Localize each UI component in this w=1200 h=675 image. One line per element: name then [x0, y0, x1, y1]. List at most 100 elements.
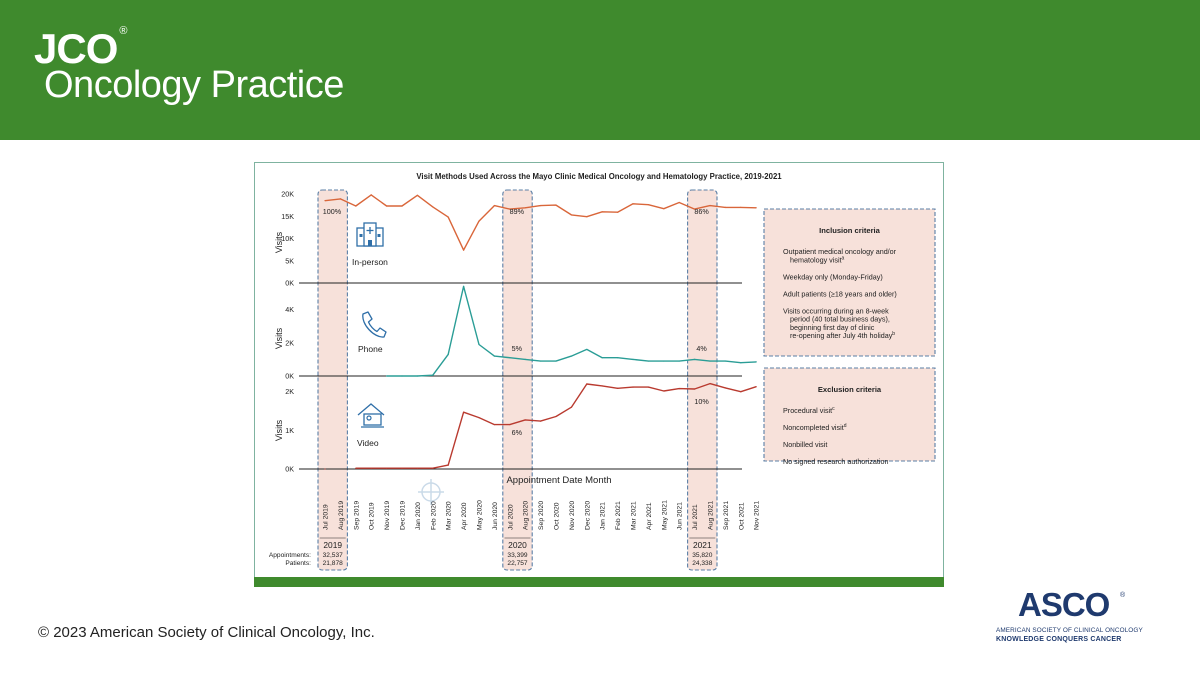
- panel-label-in-person: In-person: [352, 257, 388, 267]
- brand-registered-mark: ®: [119, 25, 127, 37]
- ytick-label: 2K: [285, 387, 294, 396]
- patients-count: 21,878: [323, 560, 344, 567]
- ytick-label: 5K: [285, 256, 294, 265]
- x-tick-label: Feb 2020: [430, 501, 437, 530]
- data-point-phone: [709, 360, 711, 362]
- ytick-label: 10K: [281, 234, 294, 243]
- data-point-phone: [524, 358, 526, 360]
- inclusion-criteria-box: [763, 208, 936, 357]
- x-tick-label: Oct 2021: [738, 502, 745, 530]
- data-point-in-person: [432, 206, 434, 208]
- x-tick-label: May 2021: [661, 500, 668, 530]
- patients-row-label: Patients:: [285, 560, 311, 567]
- footnote-marker: d: [844, 423, 847, 429]
- data-point-video: [617, 387, 619, 389]
- data-point-video: [663, 390, 665, 392]
- x-tick-label: Aug 2020: [523, 501, 530, 530]
- inclusion-criteria-item-line: Weekday only (Monday-Friday): [783, 272, 883, 281]
- watermark-icon-wheel: [421, 482, 441, 502]
- asco-logo-registered-mark: ®: [1120, 592, 1126, 599]
- x-tick-label: Feb 2021: [615, 501, 622, 530]
- telehealth-icon-roof: [357, 403, 385, 416]
- x-tick-label: Apr 2021: [646, 502, 653, 530]
- x-tick-label: Nov 2019: [384, 501, 391, 530]
- journal-name: Oncology Practice: [44, 64, 344, 106]
- data-point-in-person: [709, 204, 711, 207]
- x-tick-label: Aug 2021: [708, 501, 715, 530]
- data-point-in-person: [555, 204, 557, 206]
- data-point-video: [493, 423, 495, 426]
- appointments-row-label: Appointments:: [269, 552, 311, 559]
- y-axis-label: Visits: [274, 327, 284, 349]
- inclusion-criteria-item-line: hematology visita: [790, 255, 845, 264]
- data-point-phone: [632, 358, 634, 360]
- appointments-count: 32,537: [323, 552, 344, 559]
- data-point-in-person: [509, 208, 511, 210]
- data-point-video: [509, 423, 511, 426]
- telehealth-icon-screen: [363, 413, 382, 426]
- data-point-in-person: [355, 205, 357, 207]
- x-tick-label: Nov 2020: [569, 501, 576, 530]
- hospital-icon-door: [368, 240, 372, 246]
- data-point-video: [540, 420, 542, 422]
- ytick-label: 0K: [285, 372, 294, 381]
- journal-brand: JCO ®: [34, 25, 127, 70]
- percent-annotation: 89%: [510, 207, 525, 216]
- data-point-in-person: [386, 205, 388, 207]
- inclusion-criteria-item-line: beginning first day of clinic: [790, 323, 875, 332]
- data-point-video: [370, 467, 372, 469]
- watermark-icon-spokes: [418, 479, 444, 505]
- phone-icon: [362, 311, 387, 338]
- footnote-marker: a: [842, 255, 845, 261]
- data-point-video: [386, 467, 388, 469]
- data-point-video: [401, 467, 403, 469]
- hospital-icon: [356, 222, 384, 247]
- year-label: 2020: [508, 540, 527, 550]
- y-axis-label: Visits: [274, 419, 284, 441]
- figure-bottom-bar: [254, 577, 944, 587]
- data-point-in-person: [724, 206, 726, 208]
- x-tick-label: Jun 2020: [492, 502, 499, 530]
- x-tick-label: Jul 2020: [507, 504, 514, 530]
- data-point-video: [478, 417, 480, 419]
- ytick-label: 4K: [285, 305, 294, 314]
- data-point-video: [632, 386, 634, 388]
- telehealth-icon-person: [366, 415, 372, 421]
- data-point-phone: [432, 374, 434, 376]
- data-point-video: [416, 467, 418, 469]
- data-point-video: [524, 419, 526, 421]
- data-point-phone: [570, 355, 572, 357]
- data-point-phone: [601, 357, 603, 359]
- data-point-phone: [647, 360, 649, 362]
- asco-logo-organization-name: AMERICAN SOCIETY OF CLINICAL ONCOLOGY: [996, 627, 1143, 634]
- percent-annotation: 4%: [696, 344, 707, 353]
- data-point-video: [570, 406, 572, 408]
- x-tick-label: Oct 2020: [554, 502, 561, 530]
- data-point-video: [740, 391, 742, 393]
- data-point-in-person: [663, 208, 665, 210]
- watermark-icon: [418, 479, 444, 505]
- x-tick-label: Nov 2021: [754, 501, 761, 530]
- data-point-in-person: [678, 201, 680, 204]
- x-tick-label: Oct 2019: [369, 502, 376, 530]
- data-point-phone: [555, 360, 557, 362]
- data-point-video: [678, 388, 680, 390]
- ytick-label: 0K: [285, 465, 294, 474]
- data-point-video: [463, 411, 465, 413]
- ytick-label: 0K: [285, 279, 294, 288]
- x-tick-label: Aug 2019: [338, 501, 345, 530]
- inclusion-criteria-item-line: period (40 total business days),: [790, 315, 890, 324]
- data-point-video: [647, 386, 649, 388]
- exclusion-criteria-item-line: Procedural visitc: [783, 406, 835, 415]
- data-point-phone: [740, 362, 742, 364]
- data-point-in-person: [447, 216, 449, 218]
- data-point-in-person: [370, 194, 372, 196]
- year-label: 2019: [323, 540, 342, 550]
- inclusion-criteria-title: Inclusion criteria: [819, 226, 881, 235]
- exclusion-criteria-item-line: No signed research authorization: [783, 457, 888, 466]
- inclusion-criteria-item-line: Outpatient medical oncology and/or: [783, 247, 897, 256]
- inclusion-criteria-item-line: Adult patients (≥18 years and older): [783, 289, 897, 298]
- data-point-in-person: [586, 216, 588, 218]
- data-point-phone: [401, 375, 403, 377]
- ytick-label: 15K: [281, 212, 294, 221]
